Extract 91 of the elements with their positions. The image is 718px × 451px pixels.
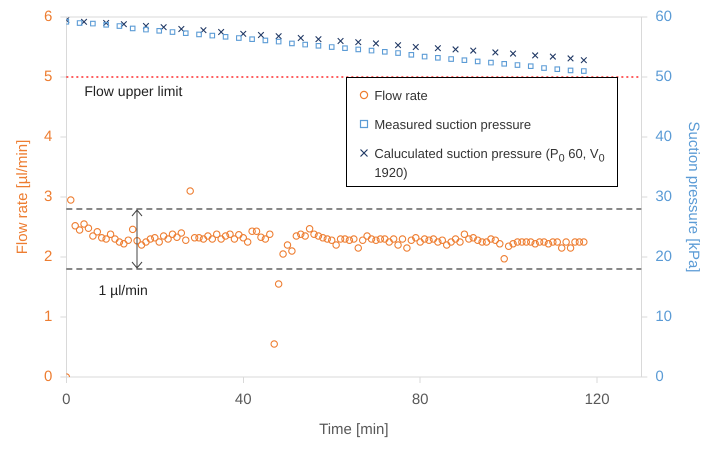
point xyxy=(488,60,494,66)
point xyxy=(258,32,264,38)
y-axis-title: Flow rate [µl/min] xyxy=(14,140,32,254)
point xyxy=(116,23,122,29)
point xyxy=(130,26,136,32)
x-tick-label: 40 xyxy=(234,391,252,408)
y2-tick-label: 0 xyxy=(655,368,664,386)
point xyxy=(209,32,216,38)
point xyxy=(143,26,149,32)
legend-label: Measured suction pressure xyxy=(374,117,532,132)
y2-tick-label: 50 xyxy=(655,68,672,86)
point xyxy=(102,20,110,26)
point xyxy=(275,32,282,40)
x-tick-label: 120 xyxy=(584,391,610,408)
point xyxy=(470,47,477,54)
point xyxy=(514,62,520,68)
point xyxy=(337,38,344,44)
point xyxy=(394,42,402,49)
y2-tick-label: 60 xyxy=(655,8,672,26)
point xyxy=(354,38,362,46)
point xyxy=(200,26,207,34)
y-tick-label: 4 xyxy=(44,128,52,146)
point xyxy=(448,56,454,62)
point xyxy=(170,29,176,35)
x-axis-title: Time [min] xyxy=(319,421,389,438)
annotation: 1 µl/min xyxy=(98,282,148,298)
point xyxy=(196,32,202,38)
point xyxy=(316,42,322,49)
y2-tick-label: 10 xyxy=(655,308,672,326)
point xyxy=(492,49,499,56)
point xyxy=(452,46,459,53)
point xyxy=(395,50,401,56)
point xyxy=(422,54,428,60)
point xyxy=(342,45,348,52)
y-tick-label: 6 xyxy=(44,8,52,26)
y2-tick-label: 30 xyxy=(655,188,672,206)
y-tick-label: 5 xyxy=(44,68,52,86)
point xyxy=(262,38,268,44)
point xyxy=(249,36,255,42)
point xyxy=(532,52,539,59)
y2-tick-label: 40 xyxy=(655,128,672,146)
point xyxy=(368,48,374,54)
point xyxy=(408,52,414,58)
point xyxy=(372,40,380,47)
x-tick-label: 80 xyxy=(412,391,429,408)
point xyxy=(160,24,168,31)
point xyxy=(434,44,442,52)
point xyxy=(178,26,185,32)
point xyxy=(302,42,308,48)
point xyxy=(236,35,242,41)
point xyxy=(581,68,587,74)
point xyxy=(554,66,560,72)
point xyxy=(501,60,508,67)
y2-axis-title: Suction pressure [kPa] xyxy=(684,122,702,272)
y-tick-label: 3 xyxy=(44,188,52,206)
point xyxy=(80,18,88,26)
legend-label: Flow rate xyxy=(374,88,428,103)
y-tick-label: 2 xyxy=(44,248,52,266)
point xyxy=(568,68,574,74)
y-tick-label: 1 xyxy=(44,308,52,326)
point xyxy=(90,20,96,26)
point xyxy=(474,58,480,64)
point xyxy=(580,56,588,64)
point xyxy=(462,57,468,64)
point xyxy=(328,44,335,50)
point xyxy=(549,53,556,60)
point xyxy=(142,22,150,30)
point xyxy=(567,55,574,62)
y2-tick-label: 20 xyxy=(655,248,672,266)
point xyxy=(120,20,128,28)
point xyxy=(510,50,516,57)
ref-line-label: Flow upper limit xyxy=(84,82,182,99)
point xyxy=(182,30,189,36)
point xyxy=(382,48,388,55)
point xyxy=(276,38,282,44)
point xyxy=(289,40,295,46)
point xyxy=(76,20,82,26)
point xyxy=(222,34,228,40)
point xyxy=(156,28,162,34)
point xyxy=(315,36,322,43)
point xyxy=(355,46,362,52)
y-tick-label: 0 xyxy=(44,368,52,386)
point xyxy=(297,34,304,42)
point xyxy=(528,63,534,70)
point xyxy=(541,65,547,71)
x-tick-label: 0 xyxy=(62,391,71,408)
point xyxy=(412,44,420,50)
point xyxy=(435,54,441,61)
point xyxy=(218,28,225,36)
point xyxy=(240,30,247,38)
text: Caluculated suction pressure (P$_{0}$ 60, V$_{0}$ 1920) xyxy=(374,146,605,180)
